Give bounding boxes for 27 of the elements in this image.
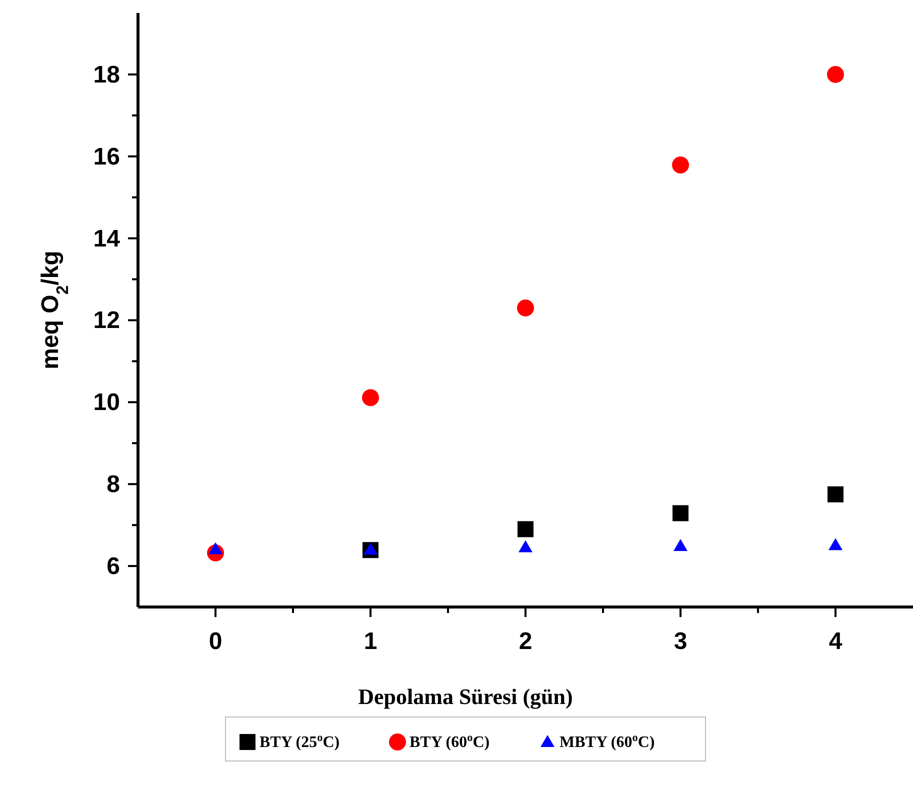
x-tick-label: 2 xyxy=(518,628,532,655)
point xyxy=(828,486,844,502)
y-tick-label: 6 xyxy=(106,553,120,580)
point xyxy=(517,299,534,316)
point xyxy=(518,540,532,552)
y-tick-label: 12 xyxy=(93,307,120,334)
y-tick-label: 10 xyxy=(93,389,120,416)
x-tick-label: 3 xyxy=(674,628,688,655)
y-tick-label: 8 xyxy=(106,471,120,498)
legend-label: BTY (25$^{o}$C) xyxy=(260,732,340,751)
point xyxy=(672,156,689,174)
point xyxy=(362,389,379,406)
point xyxy=(674,538,688,551)
y-tick-label: 16 xyxy=(93,143,120,170)
point xyxy=(827,66,844,83)
point xyxy=(672,505,688,522)
y-tick-label: 18 xyxy=(93,61,120,88)
x-tick-label: 1 xyxy=(364,628,378,655)
x-axis-title: Depolama Süresi (gün) xyxy=(358,684,573,709)
x-tick-label: 0 xyxy=(208,628,222,655)
legend-label: MBTY (60$^{o}$C) xyxy=(560,732,655,751)
y-tick-label: 14 xyxy=(93,225,121,252)
x-tick-label: 4 xyxy=(828,628,843,655)
legend-label: BTY (60$^{o}$C) xyxy=(410,732,490,751)
point xyxy=(828,538,842,550)
point xyxy=(518,521,534,538)
point xyxy=(364,542,378,555)
